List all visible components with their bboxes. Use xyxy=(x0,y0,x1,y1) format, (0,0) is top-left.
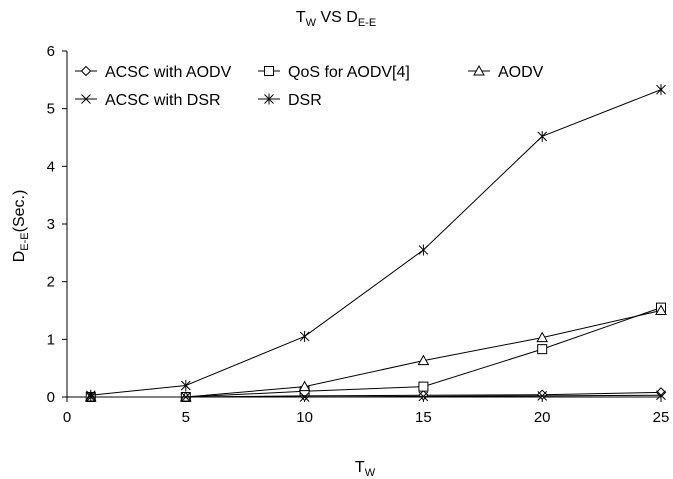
legend-marker-x xyxy=(81,94,91,104)
legend-marker-diamond xyxy=(80,65,92,77)
data-point-triangle xyxy=(655,304,667,315)
data-point-asterisk xyxy=(180,379,191,391)
plot-area: 0 1 2 3 4 5 6 0 5 10 15 20 25 xyxy=(47,43,670,426)
data-point-x xyxy=(180,392,191,402)
data-point-diamond xyxy=(418,390,429,401)
x-tick-label: 25 xyxy=(653,409,670,426)
x-tick-label: 10 xyxy=(296,409,313,426)
data-point-asterisk xyxy=(537,130,548,142)
legend-label: AODV xyxy=(498,64,544,81)
data-point-asterisk xyxy=(85,389,96,401)
legend-label: ACSC with AODV xyxy=(105,64,232,81)
data-point-asterisk xyxy=(656,84,666,96)
y-tick-label: 5 xyxy=(47,101,55,118)
svg-text:DE-E(Sec.): DE-E(Sec.) xyxy=(11,190,31,263)
x-tick-label: 5 xyxy=(182,409,190,426)
chart-title: TW VS DE-E xyxy=(296,9,376,29)
data-point-triangle xyxy=(298,380,311,392)
y-tick-label: 6 xyxy=(47,43,55,60)
data-point-triangle xyxy=(417,354,430,366)
x-tick-label: 20 xyxy=(534,409,551,426)
data-point-square xyxy=(418,381,429,392)
legend-label: ACSC with DSR xyxy=(105,92,221,109)
data-point-diamond xyxy=(655,387,667,398)
legend: ACSC with AODV QoS for AODV[4] AODV ACSC wi… xyxy=(75,64,544,109)
data-point-square xyxy=(537,344,548,355)
data-point-asterisk xyxy=(299,330,310,342)
y-tick-label: 0 xyxy=(47,389,55,406)
data-point-diamond xyxy=(536,389,548,400)
data-point-x xyxy=(299,392,310,402)
legend-label: QoS for AODV[4] xyxy=(288,64,410,81)
x-tick-label: 15 xyxy=(415,409,432,426)
legend-marker-asterisk xyxy=(264,93,274,105)
series-line-5 xyxy=(90,89,662,396)
series-line-3 xyxy=(90,310,662,398)
y-tick-label: 2 xyxy=(47,274,55,291)
legend-label: DSR xyxy=(288,92,322,109)
y-tick-label: 1 xyxy=(47,331,55,348)
x-axis-label: TW xyxy=(355,459,376,479)
legend-marker-square xyxy=(264,66,274,76)
x-tick-label: 0 xyxy=(63,409,71,426)
data-point-asterisk xyxy=(418,244,429,256)
data-point-x xyxy=(537,390,548,401)
y-axis-label: DE-E(Sec.) xyxy=(11,190,31,263)
y-tick-label: 3 xyxy=(47,216,55,233)
legend-marker-triangle xyxy=(473,64,485,76)
data-point-triangle xyxy=(536,331,549,343)
y-tick-label: 4 xyxy=(47,158,55,175)
data-point-x xyxy=(418,391,429,402)
series-line-4 xyxy=(90,394,662,398)
data-point-x xyxy=(656,390,666,401)
series-line-2 xyxy=(90,307,662,398)
